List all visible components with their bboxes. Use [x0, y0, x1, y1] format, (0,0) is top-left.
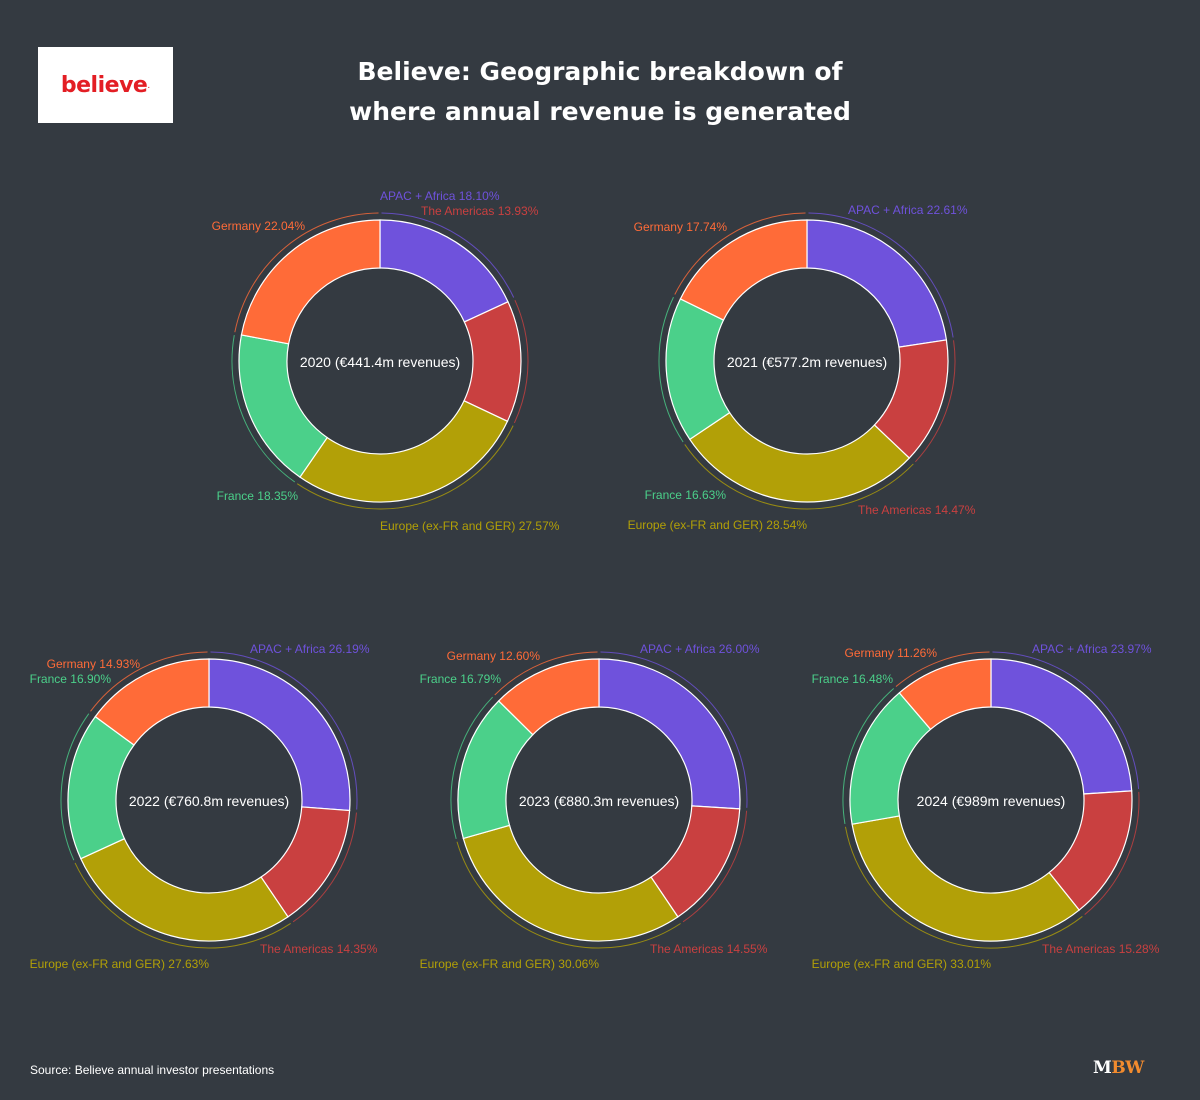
slice-label-2024-germany: Germany 11.26% [845, 646, 938, 660]
source-note: Source: Believe annual investor presenta… [30, 1063, 275, 1077]
label-bracket-2024-apac-africa [992, 651, 1140, 789]
label-bracket-2022-europe-ex-fr-and-ger [74, 862, 291, 949]
slice-label-2022-france: France 16.90% [30, 672, 112, 686]
label-bracket-2021-france [658, 296, 684, 443]
donut-chart-2023: APAC + Africa 26.00% The Americas 14.55% E… [420, 642, 768, 971]
logo-text: believe [60, 72, 148, 98]
label-bracket-2021-the-americas [914, 340, 956, 463]
slice-label-2023-europe-ex-fr-and-ger: Europe (ex-FR and GER) 30.06% [420, 957, 600, 971]
label-bracket-2020-the-americas [513, 299, 529, 424]
slice-label-2022-apac-africa: APAC + Africa 26.19% [250, 642, 370, 656]
label-bracket-2024-europe-ex-fr-and-ger [844, 826, 1083, 949]
slice-2024-apac-africa [990, 658, 1133, 795]
slice-2021-europe-ex-fr-and-ger [688, 411, 911, 503]
slice-label-2020-france: France 18.35% [217, 489, 299, 503]
slice-label-2021-europe-ex-fr-and-ger: Europe (ex-FR and GER) 28.54% [628, 518, 808, 532]
label-bracket-2023-apac-africa [600, 651, 748, 808]
slice-2024-germany [898, 658, 992, 731]
label-bracket-2024-france [842, 688, 895, 824]
center-label-2021: 2021 (€577.2m revenues) [727, 354, 887, 370]
donut-chart-2022: APAC + Africa 26.19% The Americas 14.35% E… [30, 642, 378, 971]
slice-2020-europe-ex-fr-and-ger [299, 399, 509, 503]
slice-2023-apac-africa [598, 658, 741, 810]
slice-label-2023-france: France 16.79% [420, 672, 502, 686]
chart-title: Believe: Geographic breakdown of where a… [250, 52, 950, 132]
label-bracket-2023-germany [494, 651, 598, 696]
slice-label-2022-the-americas: The Americas 14.35% [260, 942, 378, 956]
label-bracket-2021-europe-ex-fr-and-ger [684, 444, 914, 510]
slice-2024-europe-ex-fr-and-ger [851, 815, 1081, 942]
label-bracket-2021-germany [674, 212, 806, 295]
believe-logo: believe. [38, 47, 173, 123]
mbw-logo-m: M [1093, 1058, 1112, 1078]
slice-2021-germany [679, 219, 808, 321]
label-bracket-2022-apac-africa [210, 651, 358, 810]
label-bracket-2020-germany [234, 212, 379, 333]
donut-chart-2021: APAC + Africa 22.61% The Americas 14.47% E… [628, 203, 976, 532]
label-bracket-2023-the-americas [682, 810, 748, 923]
slice-2022-apac-africa [208, 658, 351, 812]
center-label-2023: 2023 (€880.3m revenues) [519, 793, 679, 809]
slice-label-2020-the-americas: The Americas 13.93% [421, 204, 539, 218]
slice-label-2022-europe-ex-fr-and-ger: Europe (ex-FR and GER) 27.63% [30, 957, 210, 971]
donut-chart-2020: APAC + Africa 18.10%The Americas 13.93% E… [212, 189, 560, 533]
title-line-1: Believe: Geographic breakdown of [357, 57, 843, 86]
slice-2020-apac-africa [379, 219, 509, 323]
label-bracket-2024-germany [895, 651, 990, 687]
donut-chart-2024: APAC + Africa 23.97% The Americas 15.28% E… [812, 642, 1160, 971]
slice-label-2023-the-americas: The Americas 14.55% [650, 942, 768, 956]
slice-label-2023-germany: Germany 12.60% [447, 649, 541, 663]
slice-2023-germany [497, 658, 600, 736]
center-label-2022: 2022 (€760.8m revenues) [129, 793, 289, 809]
label-bracket-2022-germany [90, 651, 208, 712]
label-bracket-2022-the-americas [292, 812, 357, 923]
slice-2022-europe-ex-fr-and-ger [79, 837, 289, 942]
label-bracket-2020-apac-africa [381, 212, 515, 298]
slice-label-2022-germany: Germany 14.93% [47, 657, 141, 671]
slice-label-2020-europe-ex-fr-and-ger: Europe (ex-FR and GER) 27.57% [380, 519, 560, 533]
slice-label-2021-germany: Germany 17.74% [634, 220, 728, 234]
label-bracket-2022-france [60, 713, 90, 861]
slice-label-2024-the-americas: The Americas 15.28% [1042, 942, 1160, 956]
label-bracket-2020-europe-ex-fr-and-ger [296, 425, 514, 510]
label-bracket-2020-france [231, 335, 296, 483]
slice-label-2023-apac-africa: APAC + Africa 26.00% [640, 642, 760, 656]
slice-label-2024-france: France 16.48% [812, 672, 894, 686]
title-line-2: where annual revenue is generated [349, 97, 851, 126]
logo-dot: . [147, 79, 151, 91]
slice-2023-europe-ex-fr-and-ger [462, 824, 679, 942]
slice-label-2024-apac-africa: APAC + Africa 23.97% [1032, 642, 1152, 656]
mbw-logo-bw: BW [1111, 1058, 1144, 1078]
slice-label-2020-germany: Germany 22.04% [212, 219, 306, 233]
slice-label-2021-france: France 16.63% [645, 488, 727, 502]
label-bracket-2021-apac-africa [808, 212, 954, 338]
label-bracket-2023-europe-ex-fr-and-ger [456, 841, 681, 949]
slice-label-2021-apac-africa: APAC + Africa 22.61% [848, 203, 968, 217]
label-bracket-2023-france [450, 696, 494, 840]
slice-2022-germany [94, 658, 210, 746]
slice-2020-germany [240, 219, 381, 345]
label-bracket-2024-the-americas [1084, 791, 1140, 915]
slice-label-2021-the-americas: The Americas 14.47% [858, 503, 976, 517]
slice-label-2020-apac-africa: APAC + Africa 18.10% [380, 189, 500, 203]
center-label-2024: 2024 (€989m revenues) [917, 793, 1066, 809]
slice-2020-the-americas [463, 300, 522, 423]
slice-2021-apac-africa [806, 219, 948, 348]
slice-2021-france [665, 298, 731, 441]
mbw-logo: MBW [1093, 1058, 1144, 1078]
slice-label-2024-europe-ex-fr-and-ger: Europe (ex-FR and GER) 33.01% [812, 957, 992, 971]
center-label-2020: 2020 (€441.4m revenues) [300, 354, 460, 370]
